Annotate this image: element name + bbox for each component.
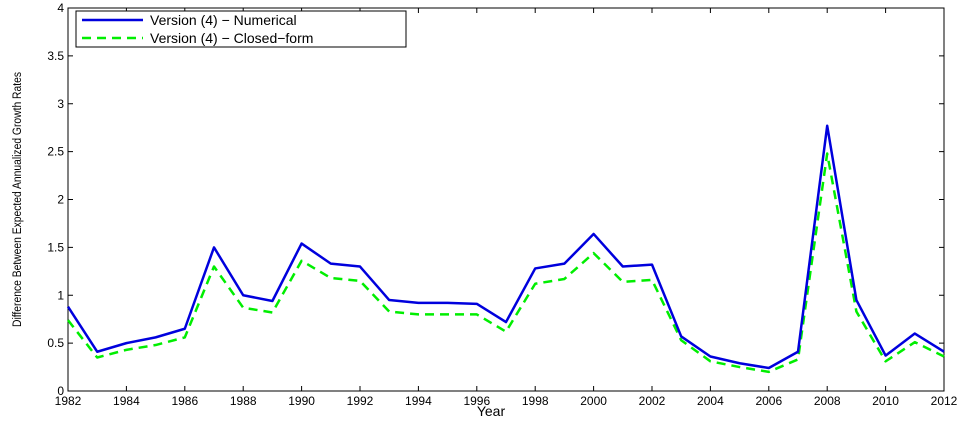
series-lines — [66, 124, 945, 374]
x-tick-label: 1998 — [522, 394, 549, 408]
x-tick-label: 1982 — [55, 394, 82, 408]
x-tick-label: 1992 — [347, 394, 374, 408]
legend-label-closed-form: Version (4) − Closed−form — [150, 30, 313, 46]
x-tick-label: 2012 — [931, 394, 958, 408]
x-tick-label: 1996 — [463, 394, 490, 408]
x-tick-label: 2002 — [639, 394, 666, 408]
y-axis-ticks: 0 0.5 1 1.5 2 2.5 3 3.5 4 — [47, 1, 944, 398]
x-tick-label: 2004 — [697, 394, 724, 408]
series-line-numerical — [66, 124, 945, 370]
series-line-closed-form — [67, 152, 945, 374]
x-tick-label: 2008 — [814, 394, 841, 408]
y-tick-label: 2 — [57, 193, 64, 207]
x-tick-label: 1988 — [230, 394, 257, 408]
y-axis-title: Difference Between Expected Annualized G… — [11, 72, 24, 327]
y-tick-label: 0.5 — [47, 336, 64, 350]
legend: Version (4) − Numerical Version (4) − Cl… — [75, 10, 407, 48]
x-axis-title: Year — [477, 403, 506, 419]
legend-label-numerical: Version (4) − Numerical — [150, 12, 297, 28]
y-tick-label: 2.5 — [47, 145, 64, 159]
y-tick-label: 3.5 — [47, 49, 64, 63]
x-tick-label: 1990 — [288, 394, 315, 408]
x-tick-label: 2010 — [872, 394, 899, 408]
x-tick-label: 2006 — [755, 394, 782, 408]
y-tick-label: 1 — [57, 288, 64, 302]
plot-frame — [67, 7, 945, 392]
x-tick-label: 1986 — [171, 394, 198, 408]
y-tick-label: 0 — [57, 384, 64, 398]
x-tick-label: 1994 — [405, 394, 432, 408]
y-tick-label: 4 — [57, 1, 64, 15]
y-tick-label: 3 — [57, 97, 64, 111]
x-tick-label: 2000 — [580, 394, 607, 408]
y-tick-label: 1.5 — [47, 240, 64, 254]
legend-box — [75, 10, 407, 48]
x-axis-ticks: 1982 1984 1986 1988 1990 1992 1994 1996 1998 2000… — [55, 8, 958, 408]
x-tick-label: 1984 — [113, 394, 140, 408]
